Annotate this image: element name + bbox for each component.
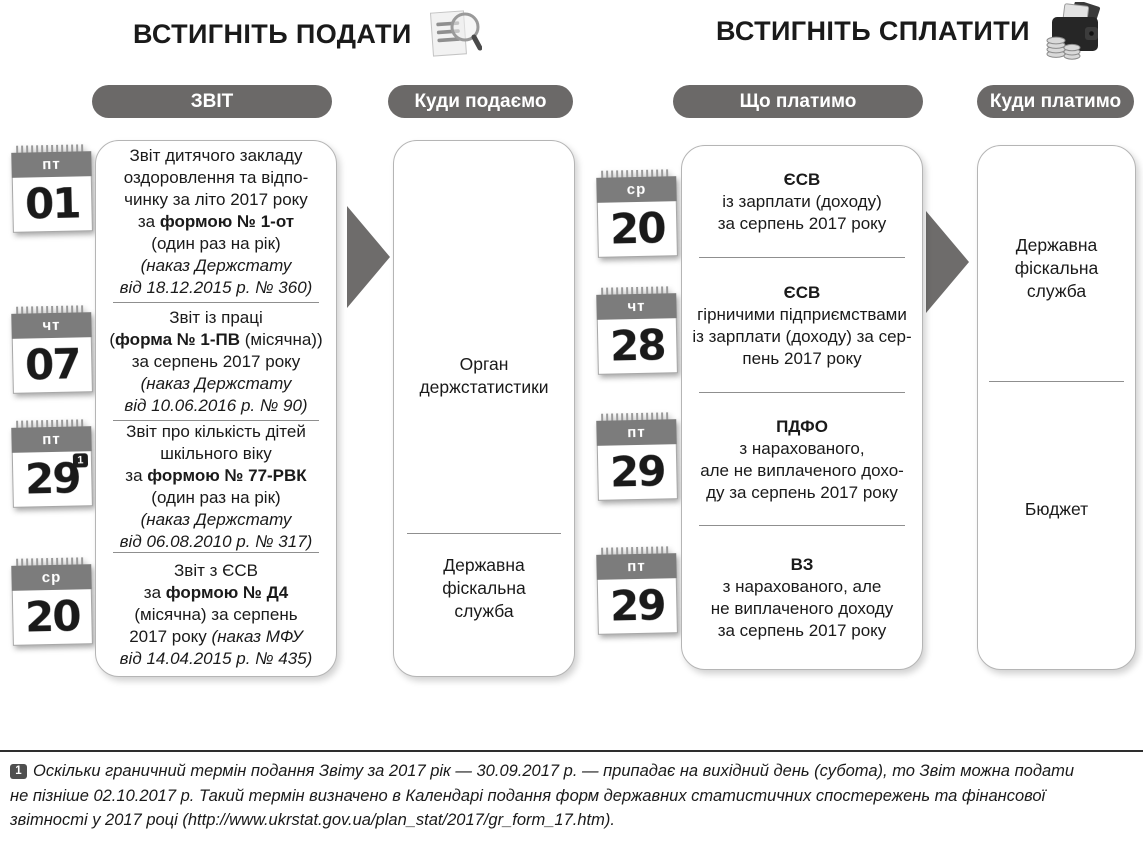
calendar-weekday: пт [596,553,677,580]
footnote-marker-badge: 1 [72,453,89,468]
divider [112,302,320,303]
payment-item-text: ЄСВ із зарплати (доходу) за серпень 2017… [717,170,887,233]
calendar-weekday: пт [11,151,92,178]
pay-title: ВСТИГНІТЬ СПЛАТИТИ [716,15,1030,46]
calendar-day-number: 20 [24,591,81,642]
calendar-day-number: 07 [24,339,81,390]
magnifier-document-icon [429,10,482,57]
reports-box: Звіт дитячого закладу оздоровлення та ві… [95,140,337,677]
payment-item: ЄСВ гірничими підприємствами із зарплати… [687,258,917,393]
column-header-submit-to: Куди подаємо [388,85,573,118]
report-item: Звіт дитячого закладу оздоровлення та ві… [101,141,331,303]
calendar-date-badge: ср 20 [11,557,93,646]
flow-arrow-icon [926,211,969,313]
pay-header: ВСТИГНІТЬ СПЛАТИТИ [716,2,1102,60]
destination-label: Державна фіскальна служба [1014,235,1099,301]
calendar-day-number: 29 [609,446,666,497]
footnote-rule [0,750,1143,752]
column-header-pay-to: Куди платимо [977,85,1134,118]
report-item-text: Звіт про кількість дітей шкільного віку … [119,422,313,551]
divider [698,392,906,393]
footnote: 1 Оскільки граничний термін подання Звіту… [10,759,1135,833]
calendar-day-number: 20 [609,203,666,254]
column-header-report: ЗВІТ [92,85,332,118]
divider [406,533,562,534]
wallet-coins-icon [1046,2,1100,60]
submit-header: ВСТИГНІТЬ ПОДАТИ [133,8,482,60]
calendar-weekday: пт [11,426,92,453]
divider [698,525,906,526]
payment-item: ВЗ з нарахованого, але не виплаченого до… [687,526,917,669]
calendar-date-badge: ср 20 [596,169,678,258]
footnote-text: Оскільки граничний термін подання Звіту … [10,762,1075,829]
calendar-date-badge: чт 28 [596,286,678,375]
payment-item-text: ЄСВ гірничими підприємствами із зарплати… [692,282,912,368]
calendar-day-number: 29 [24,453,81,504]
submit-title: ВСТИГНІТЬ ПОДАТИ [133,18,412,49]
calendar-day-number: 29 [609,580,666,631]
payment-item: ПДФО з нарахованого, але не виплаченого … [687,393,917,526]
report-item-text: Звіт з ЄСВ за формою № Д4 (місячна) за с… [119,560,313,668]
submit-destination-box: Орган держстатистики Державна фіскальна … [393,140,575,677]
flow-arrow-icon [347,206,390,308]
calendar-weekday: чт [596,293,677,320]
calendar-date-badge: пт 29 [596,412,678,501]
report-item-text: Звіт із праці (форма № 1-ПВ (місячна)) з… [109,308,323,415]
calendar-day-number: 01 [24,178,81,229]
calendar-weekday: пт [596,419,677,446]
report-item: Звіт з ЄСВ за формою № Д4 (місячна) за с… [101,553,331,676]
calendar-date-badge: чт 07 [11,305,93,394]
calendar-weekday: ср [596,176,677,203]
payments-box: ЄСВ із зарплати (доходу) за серпень 2017… [681,145,923,670]
report-item-text: Звіт дитячого закладу оздоровлення та ві… [119,146,313,297]
calendar-date-badge: пт 01 [11,144,93,233]
payment-item-text: ПДФО з нарахованого, але не виплаченого … [700,416,904,502]
pay-destination-box: Державна фіскальна служба Бюджет [977,145,1136,670]
calendar-weekday: чт [11,312,92,339]
column-header-what-we-pay: Що платимо [673,85,923,118]
payment-item: ЄСВ із зарплати (доходу) за серпень 2017… [687,146,917,258]
divider [988,381,1124,382]
calendar-day-number: 28 [609,320,666,371]
footnote-number-badge: 1 [10,763,27,779]
divider [112,552,320,553]
calendar-date-badge: пт 29 1 [11,419,93,508]
divider [698,257,906,258]
destination-label: Бюджет [1024,499,1089,519]
report-item: Звіт із праці (форма № 1-ПВ (місячна)) з… [101,303,331,421]
payment-item-text: ВЗ з нарахованого, але не виплаченого до… [710,554,894,640]
destination-label: Державна фіскальна служба [442,555,526,621]
destination-label: Орган держстатистики [419,354,549,397]
calendar-weekday: ср [11,564,92,591]
divider [112,420,320,421]
calendar-date-badge: пт 29 [596,546,678,635]
report-item: Звіт про кількість дітей шкільного віку … [101,421,331,553]
